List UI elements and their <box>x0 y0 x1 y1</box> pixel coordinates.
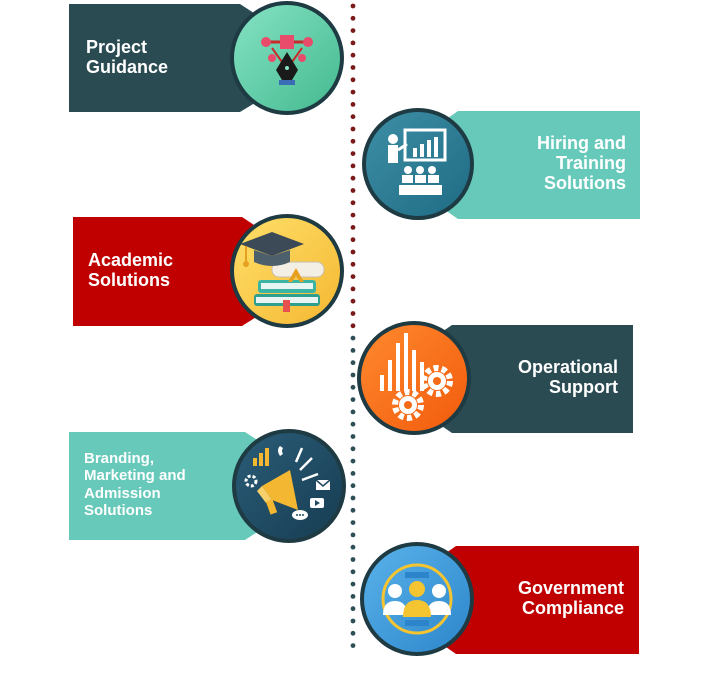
timeline-dot <box>350 311 356 316</box>
timeline-dot <box>350 495 356 501</box>
banner-government <box>423 546 639 654</box>
timeline-dot <box>350 544 356 550</box>
timeline-dot <box>350 298 356 304</box>
circle-hiring-training <box>362 108 474 220</box>
timeline-dot <box>350 89 356 95</box>
timeline-dot <box>350 348 356 353</box>
megaphone-icon <box>244 446 331 520</box>
label-line: Admission <box>84 484 161 502</box>
timeline-dot <box>350 65 356 70</box>
timeline-dot <box>350 581 356 587</box>
timeline-dot <box>350 126 356 132</box>
timeline-dot <box>350 360 356 366</box>
label-line: Compliance <box>521 598 624 619</box>
timeline-dot <box>350 421 356 427</box>
timeline-dot <box>350 3 356 9</box>
timeline-dot <box>350 77 356 83</box>
pen-tool-icon <box>261 35 313 85</box>
label-line: Solutions <box>84 501 153 519</box>
timeline-dot <box>350 40 356 46</box>
timeline-dot <box>350 138 356 144</box>
label-academic: Academic Solutions <box>88 250 173 290</box>
timeline-dot <box>350 175 356 181</box>
timeline-dot <box>350 446 356 452</box>
label-government: Government Compliance <box>466 578 624 618</box>
people-group-icon <box>381 563 453 635</box>
timeline-dot <box>350 520 356 525</box>
timeline-dot <box>350 151 356 157</box>
timeline-dot <box>350 237 356 243</box>
timeline-dot <box>350 409 356 415</box>
timeline-dot <box>350 323 356 329</box>
label-project-guidance: Project Guidance <box>86 37 168 77</box>
timeline-dot <box>350 188 356 193</box>
label-operational: Operational Support <box>462 357 618 397</box>
label-line: Marketing and <box>84 467 186 485</box>
timeline-dot <box>350 569 356 575</box>
label-line: Hiring and <box>537 133 626 153</box>
banner-branding <box>69 432 290 540</box>
graduation-books-icon <box>240 232 325 312</box>
timeline-dot <box>350 225 356 230</box>
label-line: Government <box>517 578 624 598</box>
timeline-dot <box>350 483 356 489</box>
timeline-dot <box>350 274 356 279</box>
label-line: Academic <box>88 250 174 270</box>
timeline-dot <box>350 557 356 562</box>
gears-chart-icon <box>380 333 453 421</box>
timeline-dot <box>350 458 356 464</box>
timeline-dot <box>350 618 356 624</box>
timeline-dot <box>350 212 356 218</box>
timeline-dot <box>350 384 356 390</box>
label-line: Support <box>549 377 618 398</box>
timeline-dot <box>350 335 356 341</box>
presentation-icon <box>388 128 447 195</box>
timeline-dot <box>350 52 356 58</box>
timeline-dot <box>350 15 356 21</box>
label-line: Branding, <box>84 450 154 467</box>
timeline-dot <box>350 507 356 513</box>
label-line: Project <box>86 37 148 57</box>
banner-operational <box>420 325 633 433</box>
label-line: Solutions <box>88 270 170 291</box>
label-line: Guidance <box>86 57 169 78</box>
timeline-dot <box>350 163 356 169</box>
timeline-dot <box>350 261 356 267</box>
timeline-dot <box>350 606 356 612</box>
timeline-dot <box>350 471 356 476</box>
timeline-dot <box>350 643 356 648</box>
timeline-dot <box>350 200 356 206</box>
timeline-dot <box>350 434 356 439</box>
banner-academic <box>73 217 286 326</box>
timeline-dot <box>350 594 356 599</box>
timeline-dot <box>350 286 356 292</box>
label-line: Operational <box>517 357 618 377</box>
circle-government <box>360 542 474 656</box>
timeline-dot <box>350 532 356 538</box>
label-line: Solutions <box>544 173 626 194</box>
timeline-dots <box>350 3 356 648</box>
banner-project-guidance <box>69 4 286 112</box>
timeline-dot <box>350 249 356 255</box>
timeline-dot <box>350 397 356 402</box>
timeline-dot <box>350 114 356 120</box>
label-branding: Branding, Marketing and Admission Soluti… <box>84 450 186 519</box>
timeline-dot <box>350 372 356 378</box>
label-line: Training <box>555 153 626 174</box>
timeline-dot <box>350 28 356 33</box>
timeline-dot <box>350 102 356 107</box>
label-hiring-training: Hiring and Training Solutions <box>470 133 626 193</box>
timeline-dot <box>350 630 356 636</box>
banner-hiring-training <box>425 111 640 219</box>
